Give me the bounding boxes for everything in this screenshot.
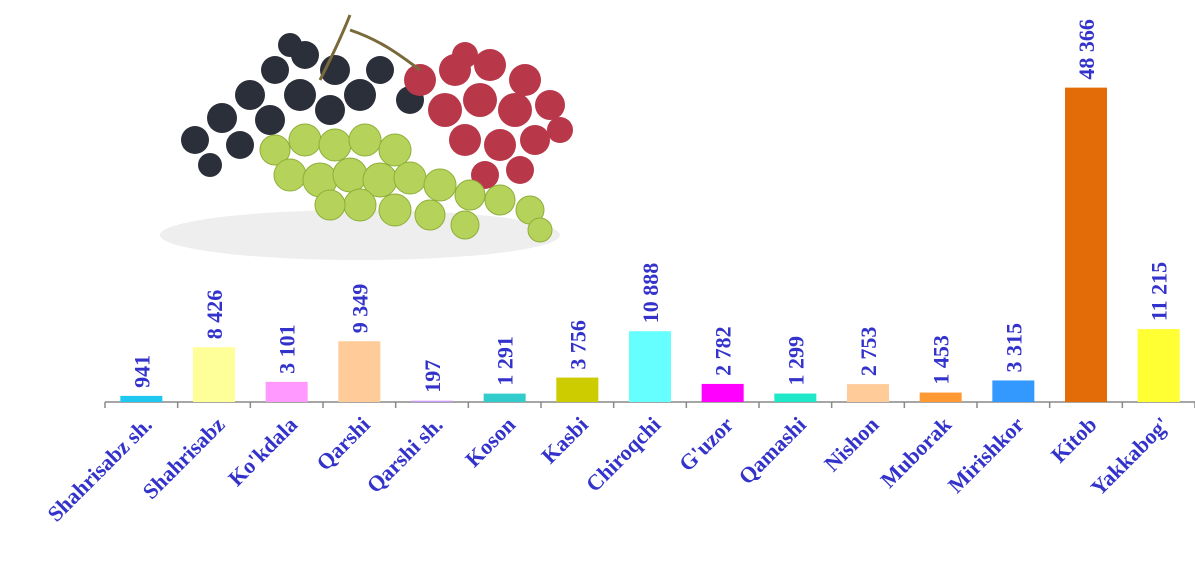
value-label: 1 291 [493, 336, 518, 386]
x-tick-label: Nishon [819, 412, 883, 476]
bar [265, 381, 308, 402]
x-tick-label: Shahrisabz sh. [42, 412, 157, 527]
bar [483, 393, 526, 402]
bar [992, 380, 1035, 402]
value-label: 3 101 [275, 324, 300, 374]
x-tick-label: Koson [460, 412, 520, 472]
bar [629, 331, 671, 402]
bar [1137, 329, 1180, 402]
bar [338, 341, 381, 402]
x-tick-label: Qamashi [734, 412, 811, 489]
bar [919, 392, 962, 402]
value-label: 1 299 [783, 336, 808, 386]
x-tick-label: Ko'kdala [223, 412, 302, 491]
x-tick-label: Kasbi [536, 412, 593, 469]
value-label: 48 366 [1074, 19, 1099, 80]
x-tick-label: Chiroqchi [581, 412, 666, 497]
x-tick-label: Qarshi [311, 412, 374, 475]
bar [774, 393, 817, 402]
value-label: 3 756 [565, 320, 590, 370]
value-label: 1 453 [929, 335, 954, 385]
x-tick-label: Mirishkor [943, 412, 1029, 498]
value-label: 8 426 [202, 290, 227, 340]
value-label: 197 [420, 360, 445, 393]
x-tick-label: Yakkabog' [1086, 412, 1175, 501]
value-label: 11 215 [1147, 262, 1172, 321]
bar [1065, 87, 1107, 402]
bar [847, 384, 889, 402]
x-tick-label: G'uzor [674, 412, 739, 477]
grapes-illustration [160, 14, 573, 260]
bar [193, 347, 235, 402]
bar [120, 395, 163, 402]
bar [701, 383, 744, 402]
value-label: 2 753 [856, 327, 881, 377]
value-label: 10 888 [638, 263, 663, 324]
x-tick-label: Kitob [1046, 412, 1102, 468]
bar [411, 400, 453, 402]
value-label: 3 315 [1001, 323, 1026, 372]
x-tick-label: Qarshi sh. [362, 412, 448, 498]
value-label: 941 [129, 355, 154, 388]
value-label: 9 349 [347, 284, 372, 334]
value-label: 2 782 [711, 326, 736, 376]
bar [556, 377, 599, 402]
